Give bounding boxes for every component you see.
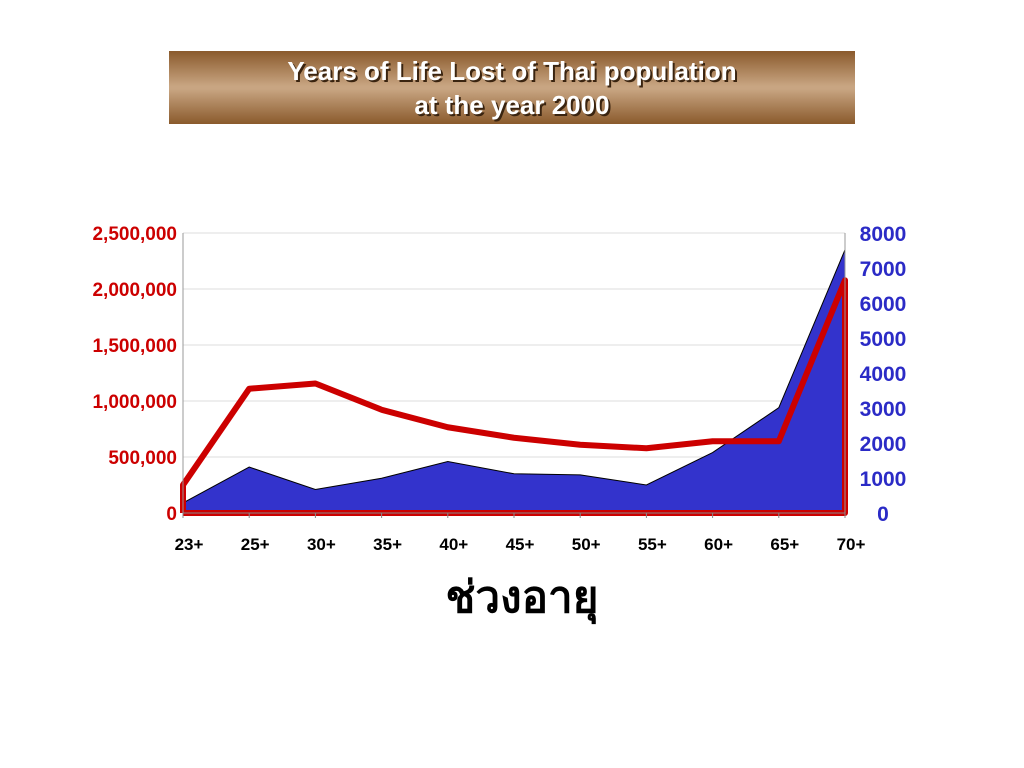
y-right-tick-label: 3000	[860, 398, 907, 421]
x-axis-label: ช่วงอายุ	[446, 572, 599, 625]
y-left-tick-label: 0	[166, 504, 177, 525]
y-left-tick-label: 1,500,000	[92, 336, 177, 357]
x-tick-label: 40+	[439, 535, 468, 554]
x-tick-label: 23+	[175, 535, 204, 554]
y-right-tick-label: 7000	[860, 258, 907, 281]
y-left-tick-label: 500,000	[108, 448, 177, 469]
x-tick-label: 25+	[241, 535, 270, 554]
x-tick-label: 60+	[704, 535, 733, 554]
line-series	[180, 277, 848, 516]
chart-title-line-2: at the year 2000	[414, 89, 610, 120]
grid-layer	[183, 232, 845, 458]
y-left-tick-label: 1,000,000	[92, 392, 177, 413]
x-tick-label: 65+	[770, 535, 799, 554]
y-left-tick-label: 2,500,000	[92, 224, 177, 245]
chart-title-line-1: Years of Life Lost of Thai population	[287, 55, 737, 86]
chart-title-banner: Years of Life Lost of Thai population at…	[169, 51, 855, 124]
area-layer	[182, 249, 846, 514]
x-tick-label: 30+	[307, 535, 336, 554]
y-right-tick-label: 4000	[860, 363, 907, 386]
y-right-tick-label: 8000	[860, 223, 907, 246]
x-tick-label: 70+	[837, 535, 866, 554]
y-right-tick-label: 5000	[860, 328, 907, 351]
x-tick-label: 55+	[638, 535, 667, 554]
axis-layer	[182, 233, 846, 518]
line-layer	[180, 277, 848, 516]
y-left-tick-label: 2,000,000	[92, 280, 177, 301]
y-right-tick-label: 1000	[860, 468, 907, 491]
area-series	[182, 249, 846, 514]
y-right-tick-label: 0	[877, 503, 889, 526]
x-tick-label: 35+	[373, 535, 402, 554]
x-tick-label: 50+	[572, 535, 601, 554]
x-tick-label: 45+	[506, 535, 535, 554]
y-right-tick-label: 6000	[860, 293, 907, 316]
label-layer: 0 500,000 1,000,000 1,500,000 2,000,000 2,500…	[92, 223, 906, 625]
y-right-tick-label: 2000	[860, 433, 907, 456]
